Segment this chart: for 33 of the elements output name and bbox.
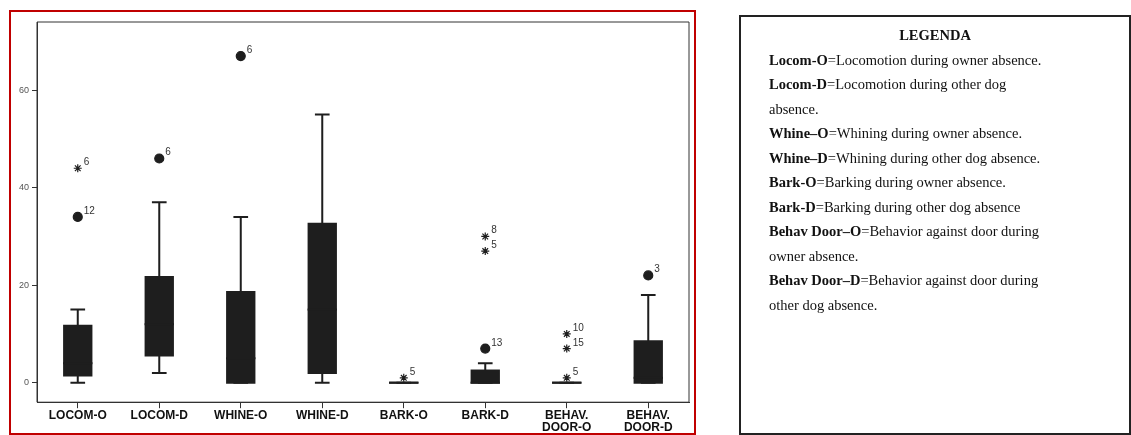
x-tick-label: WHINE-O [214,408,268,423]
x-tick-label: LOCOM-D [130,408,189,423]
x-tick-label: BEHAV. DOOR-D [623,408,673,434]
annotation: 6 [246,44,253,56]
annotation: 5 [409,365,416,377]
text: Bark-O=Barking during owner absence. [769,173,1007,192]
x-tick-label: BARK-O [379,408,428,423]
y-tick-label: 40 [19,182,30,193]
annotation: 6 [165,146,172,158]
annotation: 12 [83,204,96,216]
annotation: 6 [83,156,90,168]
annotation: 5 [491,239,498,251]
legend-title: LEGENDA [898,26,972,45]
text: Locom-O=Locomotion during owner absence. [769,50,1043,70]
text: Whine–D=Whining during other dog absence. [769,148,1042,168]
annotation: 10 [572,321,585,333]
annotation: 8 [491,224,498,236]
text: Behav Door–D=Behavior against door during other dog absence. [769,271,1040,315]
y-tick-label: 0 [24,377,30,388]
y-tick-label: 60 [19,84,30,95]
annotation: 3 [654,263,661,275]
x-tick-label: BARK-D [461,408,510,423]
annotation: 5 [572,365,579,377]
text: Whine–O=Whining during owner absence. [769,124,1024,143]
x-tick-label: LOCOM-O [48,408,107,423]
text: Behav Door–O=Behavior against door during owner absence. [769,222,1040,266]
text: Bark-D=Barking during other dog absence [769,197,1022,217]
x-tick-label: BEHAV. DOOR-O [542,408,592,434]
y-tick-label: 20 [19,279,30,290]
annotation: 15 [572,336,585,348]
annotation: 13 [491,336,503,348]
x-tick-label: WHINE-D [295,408,349,423]
text: Locom-D=Locomotion during other dog absence. [769,75,1008,119]
